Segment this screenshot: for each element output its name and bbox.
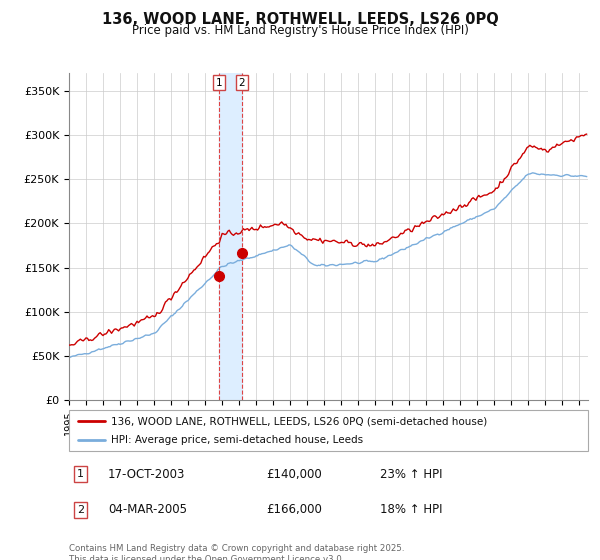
Text: HPI: Average price, semi-detached house, Leeds: HPI: Average price, semi-detached house,… — [110, 435, 362, 445]
Text: 136, WOOD LANE, ROTHWELL, LEEDS, LS26 0PQ (semi-detached house): 136, WOOD LANE, ROTHWELL, LEEDS, LS26 0P… — [110, 417, 487, 426]
Text: 136, WOOD LANE, ROTHWELL, LEEDS, LS26 0PQ: 136, WOOD LANE, ROTHWELL, LEEDS, LS26 0P… — [101, 12, 499, 27]
Text: 04-MAR-2005: 04-MAR-2005 — [108, 503, 187, 516]
Text: 17-OCT-2003: 17-OCT-2003 — [108, 468, 185, 481]
Text: £166,000: £166,000 — [266, 503, 322, 516]
Text: 2: 2 — [77, 505, 84, 515]
Text: Price paid vs. HM Land Registry's House Price Index (HPI): Price paid vs. HM Land Registry's House … — [131, 24, 469, 37]
Bar — [219, 73, 242, 400]
Text: 2: 2 — [239, 78, 245, 87]
Text: 1: 1 — [215, 78, 222, 87]
Text: 18% ↑ HPI: 18% ↑ HPI — [380, 503, 443, 516]
Text: Contains HM Land Registry data © Crown copyright and database right 2025.
This d: Contains HM Land Registry data © Crown c… — [69, 544, 404, 560]
Text: £140,000: £140,000 — [266, 468, 322, 481]
Text: 23% ↑ HPI: 23% ↑ HPI — [380, 468, 443, 481]
Text: 1: 1 — [77, 469, 84, 479]
